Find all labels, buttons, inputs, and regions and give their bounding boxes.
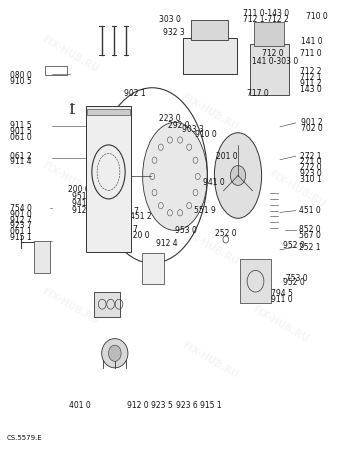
Text: 911 0: 911 0 — [271, 295, 293, 304]
Text: 061 1: 061 1 — [10, 227, 32, 236]
Text: 915 1: 915 1 — [10, 233, 32, 242]
Text: 061 2: 061 2 — [10, 152, 32, 161]
Text: 901 5: 901 5 — [10, 127, 32, 136]
Text: FIX-HUB.RU: FIX-HUB.RU — [180, 227, 240, 268]
Ellipse shape — [214, 133, 262, 218]
Text: 712 1: 712 1 — [300, 73, 322, 82]
Text: 303 0: 303 0 — [159, 15, 181, 24]
Text: 953 0: 953 0 — [175, 226, 197, 235]
Text: 923 0: 923 0 — [300, 169, 322, 178]
Text: 912 7: 912 7 — [10, 216, 32, 225]
Text: FIX-HUB.RU: FIX-HUB.RU — [40, 160, 100, 200]
Ellipse shape — [102, 338, 128, 368]
Text: 141 0-303 0: 141 0-303 0 — [252, 57, 298, 66]
Text: 712 1-712 2: 712 1-712 2 — [243, 15, 289, 24]
Text: 710 0: 710 0 — [306, 12, 328, 21]
Text: 910 0: 910 0 — [195, 130, 217, 139]
Text: 923 5: 923 5 — [151, 400, 173, 410]
Text: 223 0: 223 0 — [159, 114, 181, 123]
Text: 754 0: 754 0 — [10, 204, 32, 213]
Text: 292 0: 292 0 — [168, 121, 190, 130]
Text: 901 0: 901 0 — [10, 210, 32, 219]
Text: 911 2: 911 2 — [300, 79, 322, 88]
Text: 601 1: 601 1 — [97, 192, 119, 201]
Text: 902 1: 902 1 — [124, 89, 146, 98]
Text: 551 9: 551 9 — [194, 206, 215, 215]
FancyBboxPatch shape — [240, 259, 271, 303]
Text: FIX-HUB.RU: FIX-HUB.RU — [40, 34, 100, 74]
FancyBboxPatch shape — [94, 292, 120, 317]
Text: 141 0: 141 0 — [301, 37, 323, 46]
Text: 903 7: 903 7 — [117, 207, 139, 216]
Text: 717 0: 717 0 — [247, 89, 268, 98]
Text: 941 0: 941 0 — [203, 178, 225, 187]
Text: 911 5: 911 5 — [10, 122, 32, 130]
Text: 200 0: 200 0 — [68, 185, 90, 194]
Text: FIX-HUB.RU: FIX-HUB.RU — [250, 304, 310, 344]
Text: 702 0: 702 0 — [301, 124, 323, 133]
Text: 941 1: 941 1 — [72, 199, 93, 208]
Text: 932 3: 932 3 — [163, 28, 184, 37]
Text: 991 1: 991 1 — [97, 201, 119, 210]
Text: 220 0: 220 0 — [128, 231, 149, 240]
Text: 711 0: 711 0 — [300, 49, 322, 58]
Text: 201 0: 201 0 — [216, 152, 238, 161]
Text: 451 2: 451 2 — [130, 212, 151, 221]
Text: 451 0: 451 0 — [299, 206, 320, 215]
Text: 911 4: 911 4 — [10, 158, 32, 166]
Circle shape — [230, 166, 246, 185]
Text: 711 0-143 0: 711 0-143 0 — [243, 9, 289, 18]
FancyBboxPatch shape — [183, 38, 237, 74]
Ellipse shape — [143, 122, 207, 230]
Text: 910 5: 910 5 — [10, 76, 32, 86]
Text: 915 1: 915 1 — [200, 400, 222, 410]
Text: 143 0: 143 0 — [300, 85, 322, 94]
Text: 272 1: 272 1 — [300, 152, 322, 161]
Text: FIX-HUB.RU: FIX-HUB.RU — [180, 92, 240, 133]
FancyBboxPatch shape — [34, 241, 50, 273]
Text: 252 1: 252 1 — [299, 243, 320, 252]
FancyBboxPatch shape — [86, 106, 131, 252]
Text: 272 0: 272 0 — [300, 163, 322, 172]
FancyBboxPatch shape — [142, 253, 164, 284]
Text: 952 0: 952 0 — [283, 241, 304, 250]
Text: 061 0: 061 0 — [10, 133, 32, 142]
Text: 923 6: 923 6 — [176, 400, 197, 410]
Text: -753 0: -753 0 — [283, 274, 307, 283]
FancyBboxPatch shape — [254, 22, 284, 46]
Text: 567 0: 567 0 — [299, 231, 321, 240]
Text: 310 1: 310 1 — [300, 175, 322, 184]
Circle shape — [108, 345, 121, 361]
Text: 712 0: 712 0 — [262, 49, 284, 58]
FancyBboxPatch shape — [250, 44, 289, 95]
Text: FIX-HUB.RU: FIX-HUB.RU — [40, 286, 100, 326]
Text: 903 7: 903 7 — [116, 225, 137, 234]
Text: 912 4: 912 4 — [156, 238, 178, 248]
Text: 952 0: 952 0 — [283, 278, 304, 287]
Text: 901 5: 901 5 — [93, 192, 114, 201]
Text: 252 0: 252 0 — [215, 230, 237, 238]
Text: 951 0: 951 0 — [72, 192, 93, 201]
Text: FIX-HUB.RU: FIX-HUB.RU — [267, 169, 328, 209]
Text: 923 7: 923 7 — [10, 221, 32, 230]
FancyBboxPatch shape — [191, 20, 228, 40]
Text: 401 0: 401 0 — [69, 400, 91, 410]
Text: 712 2: 712 2 — [300, 68, 322, 76]
Text: 852 0: 852 0 — [299, 225, 320, 234]
Text: 901 2: 901 2 — [301, 118, 323, 127]
Text: 903 3: 903 3 — [182, 125, 204, 134]
Text: FIX-HUB.RU: FIX-HUB.RU — [180, 340, 240, 380]
Text: 912 8: 912 8 — [72, 206, 93, 215]
Text: 912 0: 912 0 — [127, 400, 148, 410]
Text: 794 5: 794 5 — [271, 289, 293, 298]
Text: 080 0: 080 0 — [10, 71, 32, 80]
Text: CS.5579.E: CS.5579.E — [6, 435, 42, 441]
Text: 271 0: 271 0 — [300, 158, 322, 166]
FancyBboxPatch shape — [87, 109, 130, 115]
